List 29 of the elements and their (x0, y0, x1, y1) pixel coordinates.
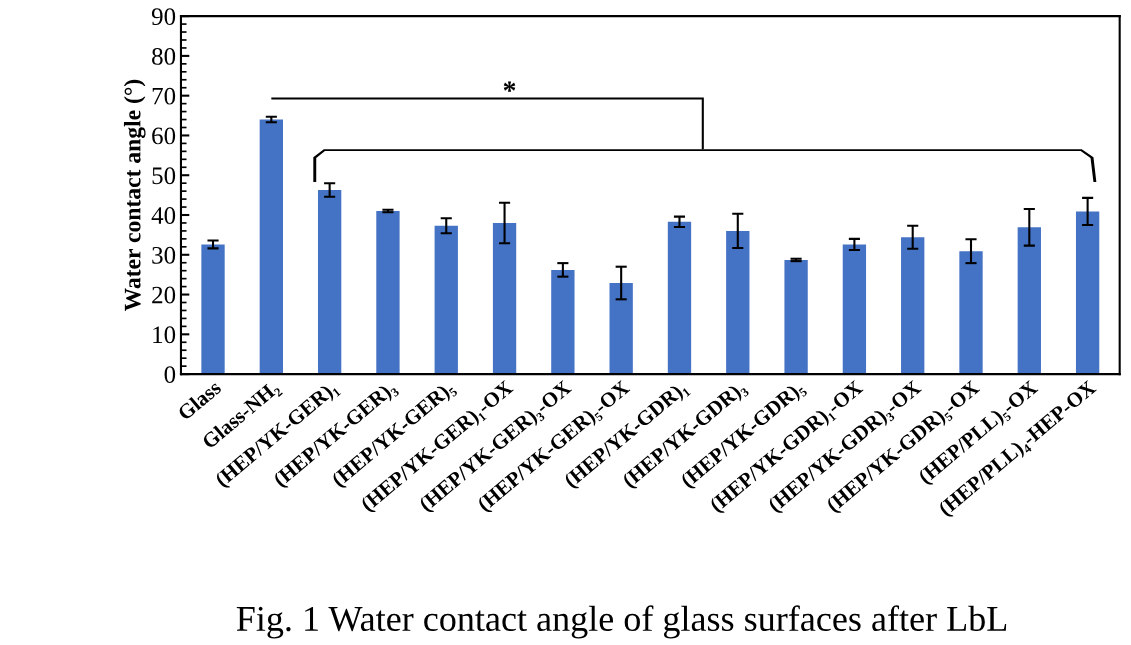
bar (784, 259, 808, 375)
bar (1075, 211, 1100, 375)
bar (376, 211, 400, 375)
y-tick-label: 30 (152, 246, 176, 264)
y-tick-label: 40 (151, 207, 176, 224)
caption: Fig. 1 Water contact angle of glass surfaces after LbL (236, 605, 1007, 639)
y-tick-label: 90 (151, 8, 176, 26)
y-tick-label: 60 (152, 127, 176, 145)
y-tick-label: 0 (164, 366, 176, 384)
bar (726, 230, 750, 375)
bar (609, 283, 633, 375)
bar (492, 222, 517, 375)
bar (259, 119, 283, 375)
bar (667, 221, 692, 375)
bar (201, 244, 225, 375)
y-tick-label: 10 (153, 326, 176, 344)
bar (1017, 227, 1041, 375)
bar (551, 269, 575, 375)
y-tick-label: 70 (152, 87, 176, 105)
bar (842, 244, 867, 375)
y-tick-label: 50 (152, 167, 176, 185)
y-axis-title: Water contact angle (°) (123, 79, 146, 312)
bar (434, 225, 458, 375)
bar (959, 251, 983, 375)
y-tick-label: 20 (152, 286, 176, 304)
y-tick-label: 80 (152, 47, 176, 65)
bar (901, 237, 925, 375)
bar (317, 189, 342, 375)
annotation: * (503, 81, 516, 92)
